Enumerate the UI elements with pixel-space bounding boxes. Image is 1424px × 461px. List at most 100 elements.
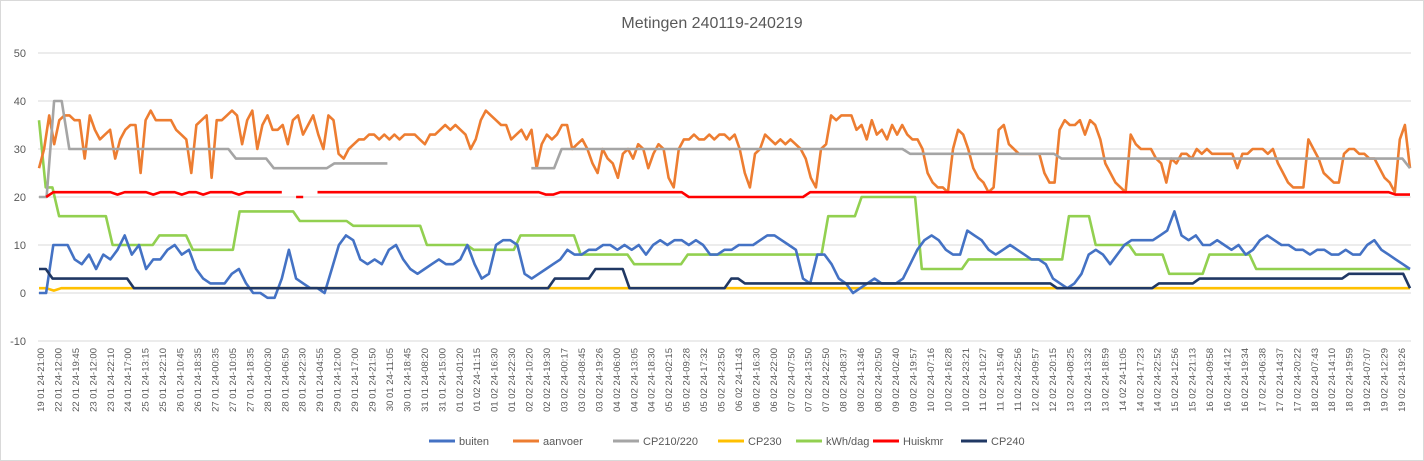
x-tick-label: 10 02 24-07:16 xyxy=(926,348,937,412)
y-tick-label: 30 xyxy=(14,144,26,156)
x-tick-label: 16 02 24-09:58 xyxy=(1205,348,1216,412)
x-tick-label: 23 01 24-22:10 xyxy=(106,348,117,412)
x-tick-label: 01 02 24-01:20 xyxy=(455,348,466,412)
x-tick-label: 10 02 24-23:21 xyxy=(961,348,972,412)
x-tick-label: 04 02 24-18:30 xyxy=(647,348,658,412)
x-tick-label: 26 01 24-18:35 xyxy=(193,348,204,412)
x-tick-label: 05 02 24-02:15 xyxy=(664,348,675,412)
y-tick-label: 40 xyxy=(14,96,26,108)
x-tick-label: 15 02 24-12:56 xyxy=(1170,348,1181,412)
x-tick-label: 07 02 24-13:50 xyxy=(804,348,815,412)
x-tick-label: 01 02 24-11:15 xyxy=(472,348,483,411)
y-tick-label: 10 xyxy=(14,240,26,252)
y-tick-label: 50 xyxy=(14,48,26,60)
legend-label: CP210/220 xyxy=(643,436,698,448)
series-line-kwh-dag xyxy=(37,120,1410,276)
series-line-aanvoer xyxy=(37,109,1412,194)
legend-label: aanvoer xyxy=(543,436,583,448)
x-tick-label: 15 02 24-21:13 xyxy=(1188,348,1199,412)
x-tick-label: 18 02 24-07:43 xyxy=(1310,348,1321,412)
y-tick-label: -10 xyxy=(10,336,26,348)
x-tick-label: 13 02 24-08:25 xyxy=(1065,348,1076,412)
x-tick-label: 03 02 24-08:45 xyxy=(577,348,588,412)
x-tick-label: 29 01 24-21:50 xyxy=(368,348,379,412)
x-tick-label: 29 01 24-17:00 xyxy=(350,348,361,412)
x-tick-label: 01 02 24-22:30 xyxy=(507,348,518,412)
x-tick-label: 31 01 24-08:20 xyxy=(420,348,431,412)
x-tick-label: 08 02 24-20:50 xyxy=(874,348,885,412)
x-tick-label: 04 02 24-13:05 xyxy=(629,348,640,412)
y-tick-label: 20 xyxy=(14,192,26,204)
x-tick-label: 06 02 24-11:43 xyxy=(734,348,745,411)
x-tick-label: 14 02 24-11:05 xyxy=(1118,348,1129,411)
y-tick-label: 0 xyxy=(20,288,26,300)
x-tick-label: 09 02 24-19:57 xyxy=(908,348,919,412)
x-tick-label: 25 01 24-22:10 xyxy=(158,348,169,412)
x-tick-label: 02 02 24-19:30 xyxy=(542,348,553,412)
series-layer xyxy=(37,99,1412,300)
x-tick-label: 16 02 24-19:34 xyxy=(1240,348,1251,412)
x-tick-label: 22 01 24-12:00 xyxy=(53,348,64,412)
x-tick-label: 17 02 24-06:38 xyxy=(1257,348,1268,412)
x-tick-label: 19 02 24-19:26 xyxy=(1397,348,1408,412)
x-tick-label: 06 02 24-16:30 xyxy=(751,348,762,412)
x-tick-label: 25 01 24-13:15 xyxy=(141,348,152,412)
x-tick-label: 17 02 24-20:22 xyxy=(1292,348,1303,412)
x-tick-label: 19 02 24-07:07 xyxy=(1362,348,1373,412)
x-tick-label: 16 02 24-14:12 xyxy=(1223,348,1234,412)
x-tick-label: 27 01 24-18:35 xyxy=(245,348,256,412)
x-tick-label: 07 02 24-07:50 xyxy=(786,348,797,412)
legend-label: Huiskmr xyxy=(903,436,944,448)
x-tick-label: 24 01 24-17:00 xyxy=(123,348,134,412)
series-line-buiten xyxy=(39,210,1411,300)
x-tick-label: 05 02 24-23:50 xyxy=(717,348,728,412)
x-tick-label: 11 02 24-10:27 xyxy=(978,348,989,411)
x-tick-label: 31 01 24-15:00 xyxy=(437,348,448,412)
x-tick-label: 04 02 24-06:00 xyxy=(612,348,623,412)
x-tick-label: 19 02 24-12:29 xyxy=(1380,348,1391,412)
legend-label: CP230 xyxy=(748,436,782,448)
x-tick-label: 28 01 24-06:50 xyxy=(280,348,291,412)
legend-label: CP240 xyxy=(991,436,1025,448)
x-tick-label: 27 01 24-00:35 xyxy=(210,348,221,412)
x-tick-label: 30 01 24-18:45 xyxy=(402,348,413,412)
x-tick-label: 02 02 24-10:20 xyxy=(525,348,536,412)
series-line-huiskmr xyxy=(45,190,1410,199)
x-tick-label: 29 01 24-12:00 xyxy=(333,348,344,412)
y-axis: -10 0 10 20 30 40 50 xyxy=(10,48,26,348)
x-tick-label: 03 02 24-19:26 xyxy=(594,348,605,412)
legend: buiten aanvoer CP210/220 CP230 kWh/dag Huiskm… xyxy=(429,436,1025,448)
x-tick-label: 11 02 24-22:56 xyxy=(1013,348,1024,411)
x-tick-label: 17 02 24-14:37 xyxy=(1275,348,1286,412)
x-tick-label: 18 02 24-14:10 xyxy=(1327,348,1338,412)
x-tick-label: 05 02 24-17:32 xyxy=(699,348,710,412)
chart-title: Metingen 240119-240219 xyxy=(621,15,802,32)
x-tick-label: 06 02 24-22:00 xyxy=(769,348,780,412)
x-tick-label: 13 02 24-13:32 xyxy=(1083,348,1094,412)
x-tick-label: 03 02 24-00:17 xyxy=(559,348,570,412)
x-tick-label: 28 01 24-22:30 xyxy=(298,348,309,412)
series-line-cp240 xyxy=(39,267,1412,290)
x-tick-label: 22 01 24-19:45 xyxy=(71,348,82,412)
x-tick-label: 19 01 24-21:00 xyxy=(36,348,47,412)
x-tick-label: 28 01 24-00:30 xyxy=(263,348,274,412)
x-tick-label: 09 02 24-02:40 xyxy=(891,348,902,412)
x-tick-label: 14 02 24-22:52 xyxy=(1153,348,1164,412)
x-tick-label: 18 02 24-19:59 xyxy=(1345,348,1356,412)
x-tick-label: 07 02 24-22:50 xyxy=(821,348,832,412)
x-tick-label: 13 02 24-18:59 xyxy=(1100,348,1111,412)
x-tick-label: 01 02 24-16:30 xyxy=(490,348,501,412)
x-tick-label: 29 01 24-04:55 xyxy=(315,348,326,412)
x-tick-label: 08 02 24-13:46 xyxy=(856,348,867,412)
legend-label: buiten xyxy=(459,436,489,448)
series-line-cp210-220 xyxy=(39,99,1412,199)
x-tick-label: 05 02 24-09:28 xyxy=(682,348,693,412)
x-tick-label: 30 01 24-11:05 xyxy=(385,348,396,411)
x-tick-label: 23 01 24-12:00 xyxy=(88,348,99,412)
x-tick-label: 12 02 24-20:15 xyxy=(1048,348,1059,412)
x-tick-label: 27 01 24-10:05 xyxy=(228,348,239,412)
x-tick-label: 14 02 24-17:23 xyxy=(1135,348,1146,412)
x-axis: 19 01 24-21:00 22 01 24-12:00 22 01 24-19:… xyxy=(36,348,1408,412)
